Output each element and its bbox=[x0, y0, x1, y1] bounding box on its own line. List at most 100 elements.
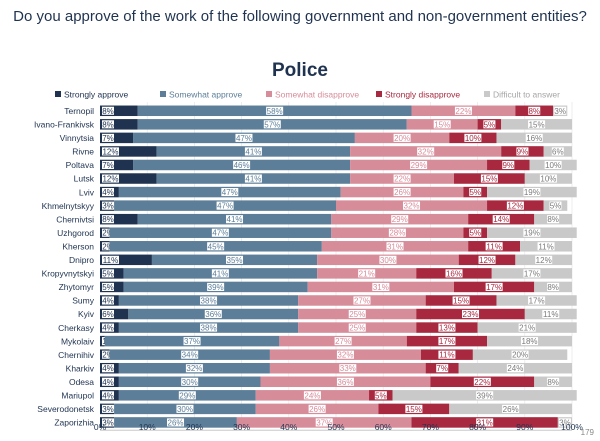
data-label-somewhat-disapprove-uzhgorod: 28% bbox=[389, 229, 405, 238]
category-label-ivano-frankivsk: Ivano-Frankivsk bbox=[34, 120, 95, 130]
legend-swatch-somewhat-approve bbox=[160, 91, 166, 97]
category-label-kharkiv: Kharkiv bbox=[66, 363, 95, 373]
data-label-somewhat-disapprove-ivano-frankivsk: 15% bbox=[434, 120, 450, 129]
data-label-somewhat-approve-sumy: 38% bbox=[201, 296, 217, 305]
x-tick-label-8: 80% bbox=[469, 422, 486, 432]
data-label-box bbox=[445, 269, 463, 278]
data-label-somewhat-disapprove-dnipro: 30% bbox=[380, 256, 396, 265]
data-label-box bbox=[167, 418, 185, 427]
data-label-box bbox=[226, 255, 244, 264]
data-label-box bbox=[181, 377, 199, 386]
data-label-somewhat-disapprove-ternopil: 22% bbox=[455, 107, 471, 116]
data-label-somewhat-approve-chernihiv: 34% bbox=[182, 351, 198, 360]
data-label-strongly-disapprove-uzhgorod: 5% bbox=[469, 229, 481, 238]
data-label-somewhat-disapprove-lviv: 26% bbox=[394, 188, 410, 197]
data-label-box bbox=[502, 160, 515, 170]
data-label-strongly-approve-rivne: 12% bbox=[102, 147, 118, 156]
data-label-box bbox=[393, 188, 411, 197]
data-label-somewhat-disapprove-mariupol: 24% bbox=[304, 391, 320, 400]
data-label-box bbox=[485, 242, 503, 251]
data-label-strongly-disapprove-kharkiv: 7% bbox=[436, 364, 448, 373]
data-label-box bbox=[521, 337, 539, 346]
category-label-poltava: Poltava bbox=[66, 160, 95, 170]
data-label-box bbox=[558, 418, 571, 427]
data-label-box bbox=[336, 377, 354, 386]
data-label-somewhat-disapprove-kharkiv: 33% bbox=[340, 364, 356, 373]
category-label-sumy: Sumy bbox=[72, 296, 94, 306]
data-label-strongly-approve-zaporizhia: 3% bbox=[102, 418, 114, 427]
data-label-somewhat-disapprove-chernivtsi: 29% bbox=[392, 215, 408, 224]
data-label-strongly-approve-chernivtsi: 8% bbox=[102, 215, 114, 224]
data-label-difficult-to-answer-rivne: 6% bbox=[552, 147, 564, 156]
data-label-box bbox=[102, 228, 114, 237]
bar-strongly-approve-vinnytsia bbox=[100, 132, 134, 144]
data-label-strongly-approve-zhytomyr: 5% bbox=[102, 283, 114, 292]
data-label-box bbox=[476, 391, 494, 400]
data-label-difficult-to-answer-chernivtsi: 8% bbox=[547, 215, 559, 224]
data-label-box bbox=[102, 364, 114, 373]
data-label-box bbox=[539, 174, 557, 183]
data-label-box bbox=[483, 120, 496, 129]
data-label-strongly-approve-kharkiv: 4% bbox=[102, 364, 114, 373]
data-label-box bbox=[551, 147, 564, 156]
data-label-somewhat-disapprove-vinnytsia: 20% bbox=[394, 134, 410, 143]
data-label-somewhat-approve-zaporizhia: 26% bbox=[168, 418, 184, 427]
data-label-strongly-approve-lviv: 4% bbox=[102, 188, 114, 197]
data-label-box bbox=[452, 296, 470, 305]
data-label-box bbox=[438, 337, 456, 346]
data-label-difficult-to-answer-odesa: 8% bbox=[547, 378, 559, 387]
data-label-box bbox=[379, 255, 397, 264]
data-label-box bbox=[102, 106, 114, 115]
data-label-box bbox=[478, 255, 496, 264]
data-label-difficult-to-answer-lviv: 19% bbox=[524, 188, 540, 197]
data-label-somewhat-disapprove-kherson: 31% bbox=[387, 242, 403, 251]
data-label-strongly-approve-khmelnytskyy: 3% bbox=[102, 202, 114, 211]
data-label-somewhat-approve-chernivtsi: 41% bbox=[227, 215, 243, 224]
data-label-box bbox=[102, 201, 114, 210]
x-tick-label-2: 20% bbox=[186, 422, 203, 432]
data-label-strongly-approve-kherson: 2% bbox=[102, 242, 114, 251]
data-label-somewhat-disapprove-rivne: 32% bbox=[418, 147, 434, 156]
category-label-chernihiv: Chernihiv bbox=[58, 350, 95, 360]
data-label-box bbox=[102, 147, 119, 156]
x-tick-label-3: 30% bbox=[233, 422, 250, 432]
data-label-box bbox=[462, 309, 480, 319]
bar-strongly-approve-dnipro bbox=[100, 254, 152, 266]
data-label-box bbox=[102, 418, 114, 427]
category-label-lviv: Lviv bbox=[79, 187, 95, 197]
x-tick-label-1: 10% bbox=[139, 422, 156, 432]
data-label-strongly-approve-lutsk: 12% bbox=[102, 175, 118, 184]
data-label-box bbox=[339, 364, 357, 373]
legend-label-strongly-approve: Strongly approve bbox=[64, 90, 129, 100]
data-label-somewhat-approve-mariupol: 29% bbox=[179, 391, 195, 400]
data-label-box bbox=[266, 106, 284, 115]
bar-strongly-approve-lutsk bbox=[100, 173, 157, 184]
data-label-somewhat-disapprove-kyiv: 25% bbox=[349, 310, 365, 319]
legend-swatch-strongly-disapprove bbox=[376, 91, 382, 97]
data-label-strongly-approve-kyiv: 6% bbox=[102, 310, 114, 319]
category-label-ternopil: Ternopil bbox=[64, 106, 94, 116]
data-label-difficult-to-answer-mykolaiv: 18% bbox=[522, 337, 538, 346]
data-label-somewhat-approve-lutsk: 41% bbox=[245, 175, 261, 184]
data-label-difficult-to-answer-mariupol: 39% bbox=[477, 391, 493, 400]
data-label-somewhat-approve-zhytomyr: 39% bbox=[208, 283, 224, 292]
bar-strongly-approve-chernivtsi bbox=[100, 213, 138, 225]
data-label-somewhat-approve-ternopil: 58% bbox=[267, 107, 283, 116]
data-label-box bbox=[433, 120, 451, 129]
data-label-strongly-disapprove-odesa: 22% bbox=[474, 378, 490, 387]
data-label-box bbox=[454, 106, 472, 115]
data-label-box bbox=[353, 296, 371, 305]
data-label-box bbox=[102, 255, 119, 264]
data-label-box bbox=[438, 350, 456, 359]
category-label-severodonetsk: Severodonetsk bbox=[37, 404, 94, 414]
data-label-box bbox=[554, 106, 567, 115]
data-label-box bbox=[226, 215, 244, 224]
data-label-box bbox=[102, 188, 114, 197]
data-label-box bbox=[523, 228, 541, 237]
legend-label-somewhat-disapprove: Somewhat disapprove bbox=[275, 90, 359, 100]
data-label-box bbox=[511, 350, 529, 359]
data-label-strongly-approve-chernihiv: 2% bbox=[102, 351, 114, 360]
data-label-somewhat-approve-kropyvnytskyi: 41% bbox=[212, 269, 228, 278]
data-label-difficult-to-answer-vinnytsia: 16% bbox=[526, 134, 542, 143]
data-label-box bbox=[547, 215, 560, 224]
